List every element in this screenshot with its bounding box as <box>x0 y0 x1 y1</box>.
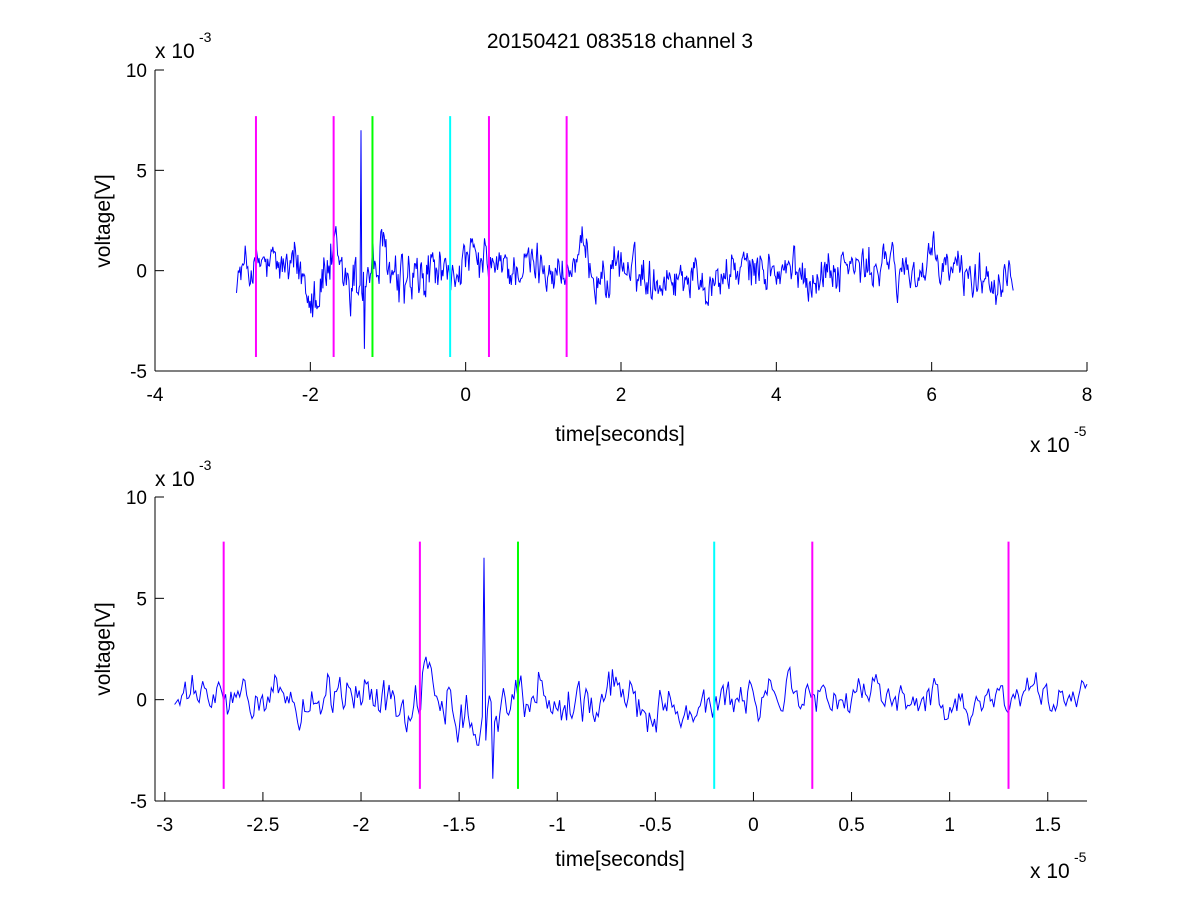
bottom-signal-trace <box>174 557 1088 779</box>
top-x-axis-label: time[seconds] <box>555 423 685 446</box>
top-y-ticks: -5 0 5 10 <box>126 61 164 383</box>
top-x-tick-label: 6 <box>926 385 937 406</box>
bottom-x-multiplier-base: x 10 <box>1030 860 1070 883</box>
top-y-tick-label: 10 <box>126 61 147 82</box>
bottom-x-tick-label: -1 <box>549 815 566 836</box>
bottom-x-tick-label: 1 <box>944 815 955 836</box>
bottom-x-ticks: -3 -2.5 -2 -1.5 -1 -0.5 0 0.5 1 1.5 <box>156 792 1061 836</box>
bottom-y-tick-label: 5 <box>136 589 147 610</box>
bottom-x-multiplier-exponent: -5 <box>1074 849 1087 865</box>
top-y-multiplier-exponent: -3 <box>199 29 212 45</box>
bottom-x-tick-label: 1.5 <box>1035 815 1061 836</box>
top-signal-trace <box>236 130 1014 349</box>
top-x-multiplier-exponent: -5 <box>1074 423 1087 439</box>
bottom-x-axis-label: time[seconds] <box>555 848 685 871</box>
top-x-ticks: -4 -2 0 2 4 6 8 <box>147 362 1093 406</box>
bottom-y-multiplier-exponent: -3 <box>199 457 212 473</box>
top-x-tick-label: 8 <box>1082 385 1093 406</box>
bottom-y-multiplier: x 10 -3 <box>155 457 212 491</box>
bottom-y-tick-label: -5 <box>130 792 147 813</box>
bottom-x-tick-label: -2 <box>353 815 370 836</box>
bottom-x-tick-label: -3 <box>156 815 173 836</box>
bottom-marker-layer <box>222 541 1010 789</box>
top-x-tick-label: -4 <box>147 385 164 406</box>
bottom-x-tick-label: -1.5 <box>443 815 476 836</box>
top-x-tick-label: 4 <box>771 385 782 406</box>
bottom-x-multiplier: x 10 -5 <box>1030 849 1087 883</box>
top-marker-layer <box>254 116 568 357</box>
bottom-x-tick-label: 0 <box>748 815 759 836</box>
bottom-signal-layer <box>174 557 1088 779</box>
bottom-axes: -3 -2.5 -2 -1.5 -1 -0.5 0 0.5 1 1.5 -5 0 5 10 time[s… <box>92 457 1088 883</box>
top-x-multiplier-base: x 10 <box>1030 434 1070 457</box>
top-y-multiplier: x 10 -3 <box>155 29 212 63</box>
top-y-multiplier-base: x 10 <box>155 40 195 63</box>
bottom-y-tick-label: 10 <box>126 488 147 509</box>
top-signal-layer <box>236 130 1014 349</box>
bottom-x-tick-label: -2.5 <box>247 815 280 836</box>
top-x-tick-label: -2 <box>302 385 319 406</box>
top-x-tick-label: 2 <box>616 385 627 406</box>
bottom-x-tick-label: 0.5 <box>838 815 864 836</box>
top-y-tick-label: -5 <box>130 362 147 383</box>
bottom-y-ticks: -5 0 5 10 <box>126 488 164 813</box>
top-x-multiplier: x 10 -5 <box>1030 423 1087 457</box>
figure-title: 20150421 083518 channel 3 <box>487 30 753 53</box>
bottom-y-axis-label: voltage[V] <box>92 602 115 695</box>
bottom-y-tick-label: 0 <box>136 691 147 712</box>
top-y-tick-label: 5 <box>136 161 147 182</box>
top-x-tick-label: 0 <box>460 385 471 406</box>
top-y-axis-label: voltage[V] <box>92 174 115 267</box>
bottom-x-tick-label: -0.5 <box>639 815 672 836</box>
top-y-tick-label: 0 <box>136 262 147 283</box>
top-axes: -4 -2 0 2 4 6 8 -5 0 5 10 time[seconds] voltage[V… <box>92 29 1092 457</box>
bottom-y-multiplier-base: x 10 <box>155 468 195 491</box>
